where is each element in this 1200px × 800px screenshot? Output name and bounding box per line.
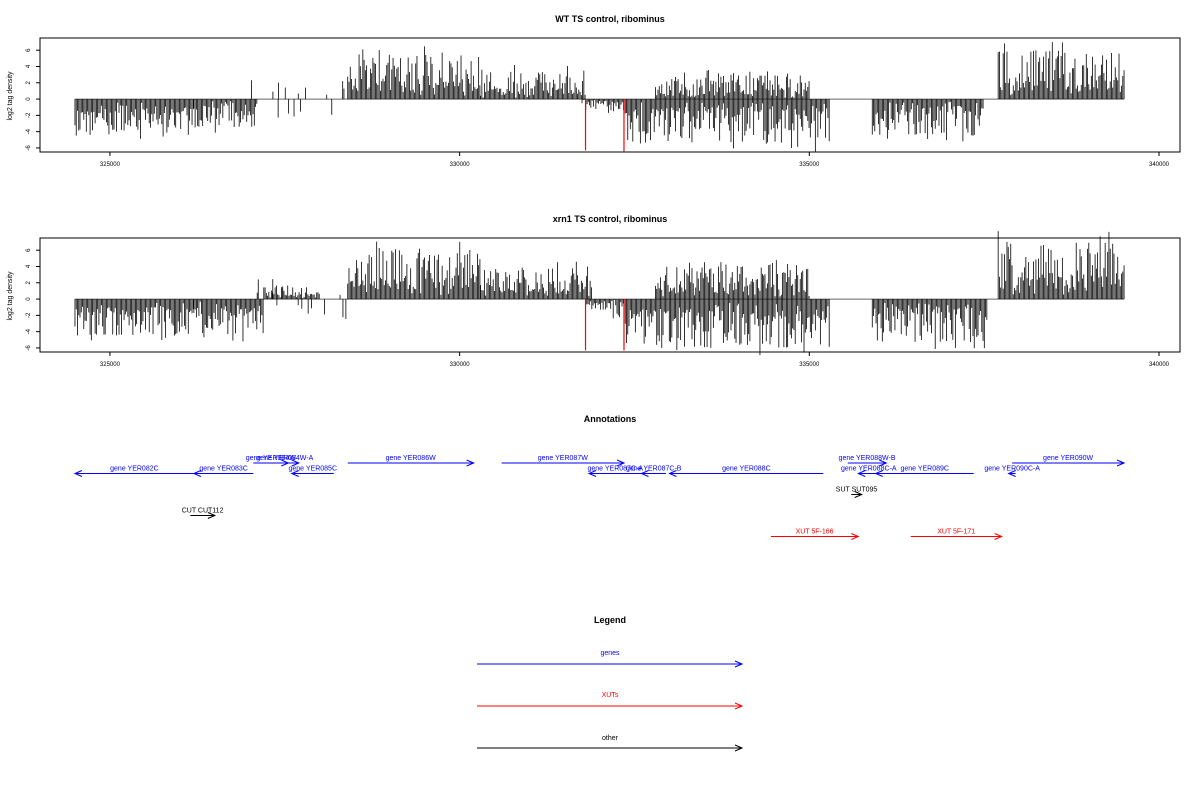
feature-label: gene YER086W [386,455,436,462]
y-tick-label: -2 [26,312,32,318]
y-tick-label: -4 [26,128,32,134]
plot-frame [39,37,1181,153]
coverage-bars [74,231,1125,356]
y-tick-label: 0 [26,97,32,101]
feature-label: gene YER089C [900,466,949,473]
x-tick-label: 335000 [799,162,820,168]
legend-label-other: other [602,735,619,742]
feature-arrowhead [291,459,301,467]
x-tick-label: 340000 [1149,162,1170,168]
feature-label: SUT SUT095 [836,487,878,494]
feature-label: XUT 5F-171 [937,529,975,536]
y-tick-label: 6 [26,248,32,252]
x-tick-label: 340000 [1149,362,1170,368]
y-tick-label: 4 [26,64,32,68]
coverage-panel-xrn1: xrn1 TS control, ribominus log2 tag dens… [7,214,1181,368]
y-tick-label: -6 [26,145,32,151]
feature-arrowhead [207,512,217,519]
y-tick-label: 6 [26,48,32,52]
feature-arrowhead [857,470,866,477]
x-axis-ticks: 325000 330000 335000 340000 [100,352,1170,368]
plot-frame [39,237,1181,353]
panel-title: WT TS control, ribominus [555,14,665,24]
x-tick-label: 330000 [450,162,471,168]
x-tick-label: 325000 [100,162,121,168]
legend-arrowhead-other [734,744,744,752]
feature-label: gene YER088C [722,466,771,473]
y-tick-label: 0 [26,297,32,301]
feature-label: gene YER082C [110,466,159,473]
panel-title: xrn1 TS control, ribominus [553,214,668,224]
feature-label: gene YER085C [288,466,337,473]
feature-arrowhead [879,459,888,467]
legend: Legend genes XUTs other [477,615,744,752]
x-axis-ticks: 325000 330000 335000 340000 [100,152,1170,168]
feature-arrowhead [73,470,83,477]
y-axis-label: log2 tag density [7,271,14,321]
y-axis-label: log2 tag density [7,71,14,121]
legend-title: Legend [594,615,626,625]
feature-arrowhead [466,459,475,467]
feature-label: gene YER088C-A [841,466,897,473]
feature-arrowhead [640,470,649,477]
x-tick-label: 335000 [799,362,820,368]
feature-label: gene YER084W-A [256,455,313,462]
feature-arrowhead [192,470,202,477]
y-tick-label: 2 [26,80,32,84]
y-tick-label: -4 [26,328,32,334]
feature-arrowhead [994,533,1003,540]
feature-label: XUT 5F-166 [796,529,834,536]
feature-arrowhead [854,491,864,498]
y-axis-ticks: -6 -4 -2 0 2 4 6 [26,248,40,351]
feature-arrowhead [874,470,883,477]
legend-label-genes: genes [600,650,620,657]
feature-label: gene YER090W [1043,455,1093,462]
feature-arrowhead [290,470,299,477]
feature-label: gene YER083C [199,466,248,473]
legend-arrowhead-xuts [734,702,744,710]
feature-arrowhead [668,470,677,477]
feature-arrowhead [1007,470,1016,477]
feature-label: gene YER087C-B [626,466,682,473]
legend-label-xuts: XUTs [602,692,619,699]
coverage-panel-wt: WT TS control, ribominus log2 tag densit… [7,14,1181,168]
feature-arrowhead [1116,459,1126,467]
coverage-bars [74,42,1125,152]
x-tick-label: 325000 [100,362,121,368]
feature-arrowhead [587,470,597,477]
y-axis-ticks: -6 -4 -2 0 2 4 6 [26,48,40,151]
feature-label: gene YER087C-A [587,466,643,473]
y-tick-label: -6 [26,345,32,351]
feature-label: gene YER087W [538,455,588,462]
legend-arrowhead-genes [734,660,744,668]
y-tick-label: -2 [26,112,32,118]
feature-label: gene YER084W [246,455,296,462]
y-tick-label: 2 [26,280,32,284]
feature-arrowhead [616,459,626,467]
annotations-title: Annotations [584,414,637,424]
feature-label: gene YER090C-A [984,466,1040,473]
x-tick-label: 330000 [450,362,471,368]
y-tick-label: 4 [26,264,32,268]
feature-arrowhead [851,533,860,540]
annotations-track: Annotations gene YER082C gene YER083C gene… [73,414,1126,540]
feature-label: gene YER088W-B [839,455,896,462]
feature-label: CUT CUT112 [182,508,224,515]
